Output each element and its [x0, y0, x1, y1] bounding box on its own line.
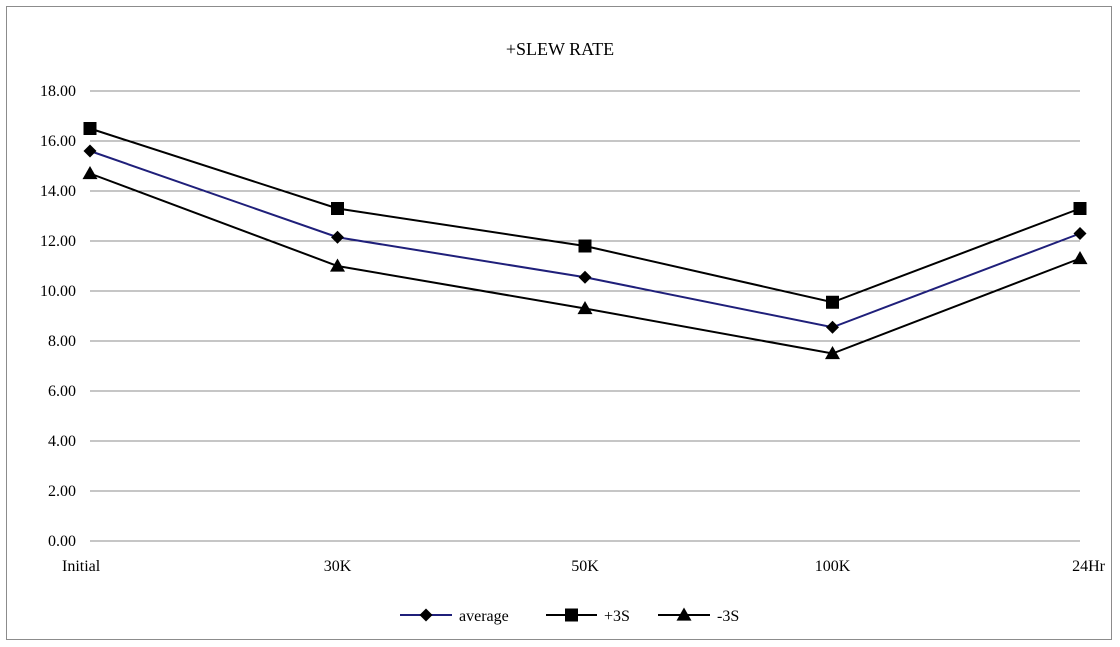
x-tick-label-0: Initial — [62, 558, 101, 575]
series--3S — [82, 166, 1088, 360]
data-point-0-0 — [83, 144, 97, 158]
gridlines — [90, 90, 1080, 542]
legend-marker-2 — [676, 607, 692, 621]
y-tick-label-7: 14.00 — [40, 183, 76, 200]
series-average — [83, 144, 1087, 334]
x-tick-label-4: 24Hr — [1072, 558, 1106, 575]
x-tick-label-3: 100K — [815, 558, 851, 575]
data-point-1-4 — [1073, 202, 1087, 215]
data-point-1-2 — [578, 239, 592, 253]
data-point-2-4 — [1072, 251, 1088, 265]
data-point-1-1 — [331, 202, 344, 215]
y-tick-label-3: 6.00 — [48, 383, 76, 400]
data-point-2-0 — [82, 166, 98, 180]
y-tick-label-5: 10.00 — [40, 283, 76, 300]
y-tick-label-0: 0.00 — [48, 533, 76, 550]
data-point-0-4 — [1073, 227, 1087, 240]
legend-label-2: -3S — [717, 608, 739, 625]
data-point-2-2 — [577, 301, 593, 315]
series-group — [82, 122, 1088, 360]
data-point-2-1 — [330, 258, 345, 272]
data-point-0-1 — [331, 230, 344, 244]
series-line-2 — [89, 172, 1081, 355]
y-tick-label-6: 12.00 — [40, 233, 76, 250]
x-axis-tick-labels: Initial 30K 50K 100K 24Hr — [62, 558, 1106, 575]
legend-item-+3S: +3S — [546, 608, 630, 625]
chart-frame — [6, 6, 1112, 640]
chart-title: +SLEW RATE — [506, 39, 614, 59]
legend-item--3S: -3S — [658, 607, 739, 625]
legend-marker-0 — [419, 608, 433, 622]
data-point-2-3 — [825, 346, 840, 360]
legend: average +3S -3S — [400, 607, 739, 625]
data-point-0-3 — [826, 320, 839, 334]
data-point-1-0 — [83, 122, 97, 135]
y-tick-label-1: 2.00 — [48, 483, 76, 500]
data-point-0-2 — [578, 270, 592, 284]
x-tick-label-1: 30K — [324, 558, 352, 575]
y-tick-label-4: 8.00 — [48, 333, 76, 350]
legend-marker-1 — [565, 608, 578, 622]
series-+3S — [83, 122, 1087, 309]
y-tick-label-9: 18.00 — [40, 83, 76, 100]
y-tick-label-2: 4.00 — [48, 433, 76, 450]
legend-label-1: +3S — [604, 608, 630, 625]
y-axis-tick-labels: 0.00 2.00 4.00 6.00 8.00 10.00 12.00 14.00 16.00… — [40, 83, 76, 550]
data-point-1-3 — [826, 295, 839, 309]
legend-item-average: average — [400, 608, 509, 625]
y-tick-label-8: 16.00 — [40, 133, 76, 150]
x-tick-label-2: 50K — [571, 558, 599, 575]
legend-label-0: average — [459, 608, 509, 625]
